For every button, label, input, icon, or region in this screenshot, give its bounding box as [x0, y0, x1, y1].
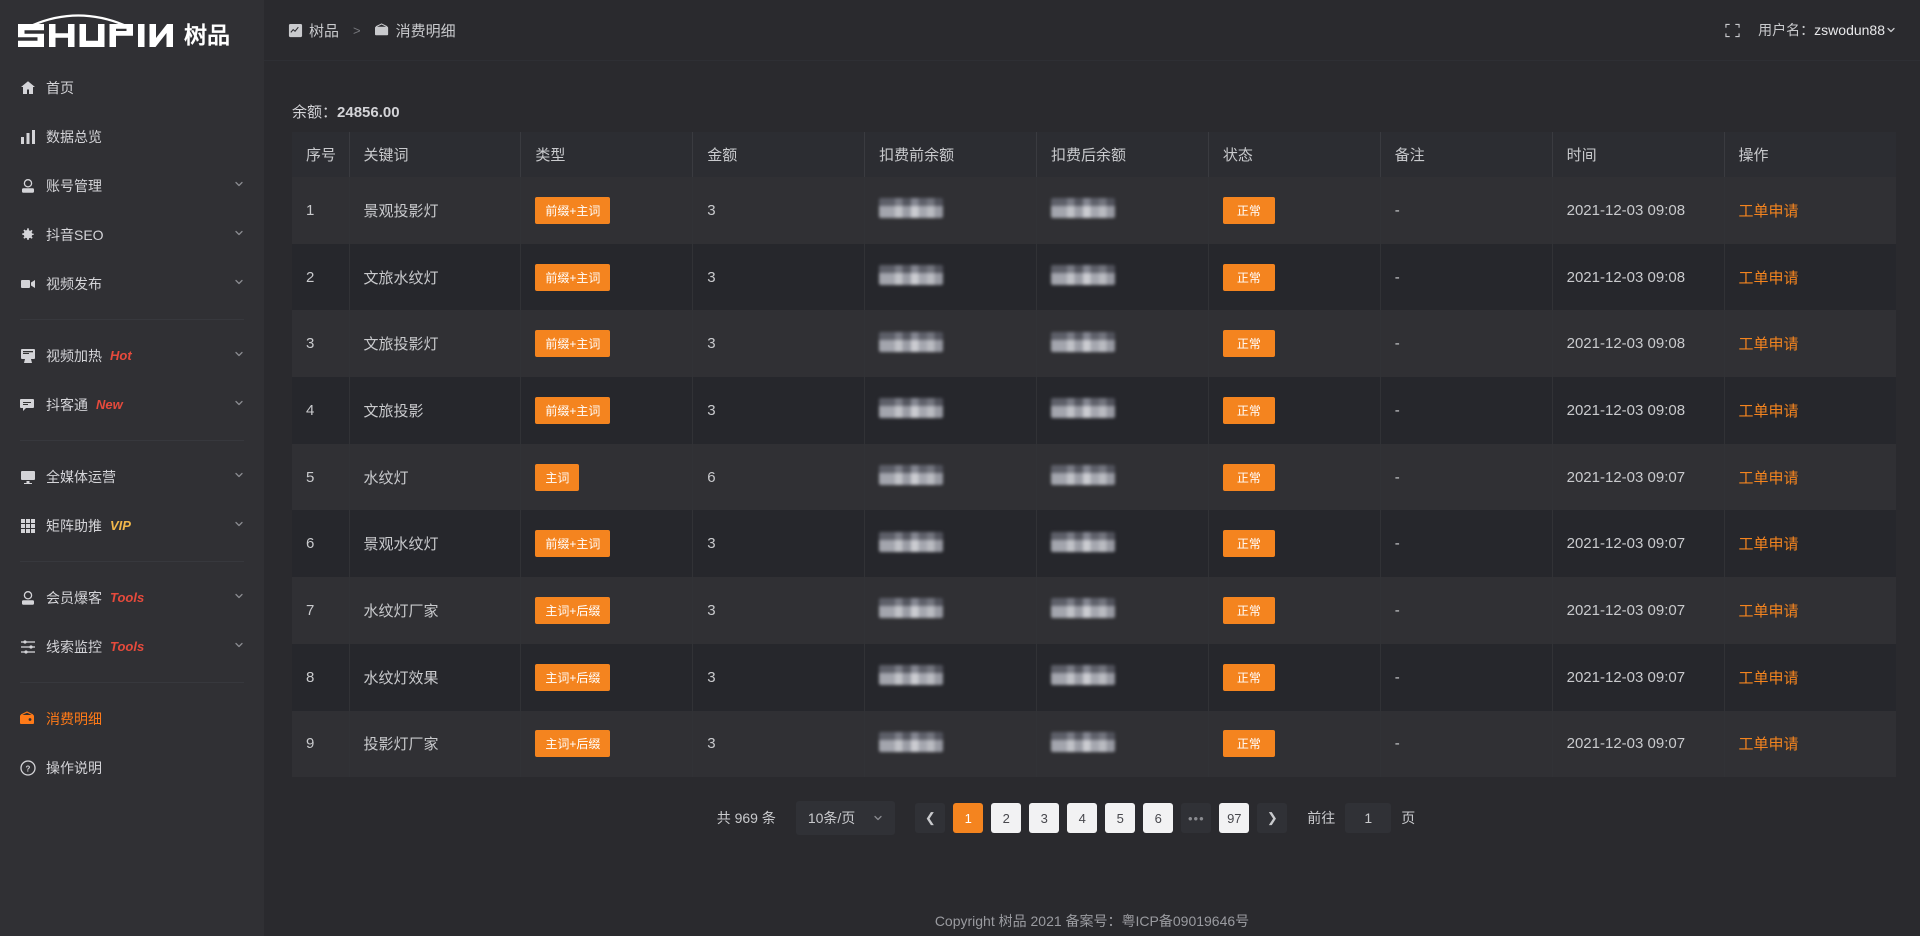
- svg-text:?: ?: [26, 764, 31, 773]
- svg-text:树品: 树品: [184, 22, 230, 48]
